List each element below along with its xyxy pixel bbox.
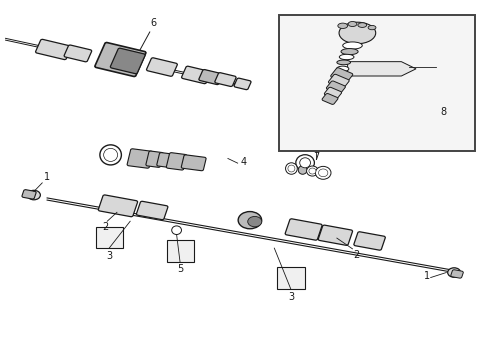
Ellipse shape (286, 163, 297, 174)
Ellipse shape (337, 60, 350, 65)
Ellipse shape (338, 23, 347, 28)
FancyBboxPatch shape (36, 39, 72, 60)
Text: 5: 5 (177, 264, 183, 274)
FancyBboxPatch shape (354, 232, 385, 250)
Ellipse shape (172, 226, 181, 234)
Text: 8: 8 (441, 107, 446, 117)
FancyBboxPatch shape (328, 74, 349, 89)
Text: 4: 4 (240, 157, 246, 167)
FancyBboxPatch shape (215, 73, 236, 86)
Ellipse shape (318, 169, 328, 177)
FancyBboxPatch shape (199, 69, 223, 85)
FancyBboxPatch shape (136, 201, 168, 220)
FancyBboxPatch shape (451, 270, 464, 278)
Ellipse shape (104, 148, 118, 161)
Ellipse shape (348, 22, 357, 27)
FancyBboxPatch shape (234, 78, 251, 90)
FancyBboxPatch shape (64, 45, 92, 62)
Text: 2: 2 (102, 222, 109, 232)
FancyBboxPatch shape (157, 153, 172, 167)
FancyBboxPatch shape (146, 151, 163, 167)
Ellipse shape (288, 165, 295, 172)
Text: 2: 2 (353, 249, 360, 260)
Ellipse shape (307, 166, 318, 176)
Ellipse shape (238, 212, 262, 229)
Ellipse shape (248, 216, 262, 227)
Bar (279, 15, 475, 151)
Text: 3: 3 (288, 292, 294, 302)
Ellipse shape (300, 158, 311, 168)
FancyBboxPatch shape (326, 81, 345, 94)
Ellipse shape (358, 23, 367, 27)
Ellipse shape (368, 26, 376, 30)
FancyBboxPatch shape (331, 68, 353, 83)
FancyBboxPatch shape (322, 94, 338, 104)
FancyBboxPatch shape (127, 149, 153, 168)
FancyBboxPatch shape (324, 87, 342, 99)
Ellipse shape (100, 145, 122, 165)
FancyBboxPatch shape (95, 42, 146, 76)
FancyBboxPatch shape (22, 190, 36, 199)
Bar (167, 240, 194, 262)
Text: 6: 6 (150, 18, 157, 28)
FancyBboxPatch shape (182, 66, 211, 84)
Bar (96, 226, 123, 248)
Ellipse shape (27, 190, 40, 200)
Ellipse shape (309, 168, 316, 174)
FancyBboxPatch shape (110, 48, 145, 74)
Ellipse shape (316, 166, 331, 179)
Ellipse shape (337, 66, 349, 72)
Text: 1: 1 (44, 172, 50, 182)
Bar (277, 267, 305, 289)
FancyBboxPatch shape (285, 219, 322, 240)
Text: 1: 1 (423, 271, 430, 281)
Ellipse shape (298, 166, 307, 174)
FancyBboxPatch shape (318, 225, 352, 245)
FancyBboxPatch shape (98, 195, 138, 217)
Ellipse shape (343, 42, 362, 49)
FancyBboxPatch shape (166, 153, 187, 170)
FancyBboxPatch shape (181, 155, 206, 171)
Ellipse shape (339, 54, 354, 60)
Ellipse shape (339, 22, 376, 44)
Ellipse shape (296, 155, 315, 171)
Text: 3: 3 (106, 251, 112, 261)
FancyBboxPatch shape (147, 58, 177, 76)
Ellipse shape (448, 268, 461, 277)
Ellipse shape (341, 49, 358, 55)
Text: 7: 7 (313, 152, 319, 162)
Polygon shape (347, 62, 416, 76)
